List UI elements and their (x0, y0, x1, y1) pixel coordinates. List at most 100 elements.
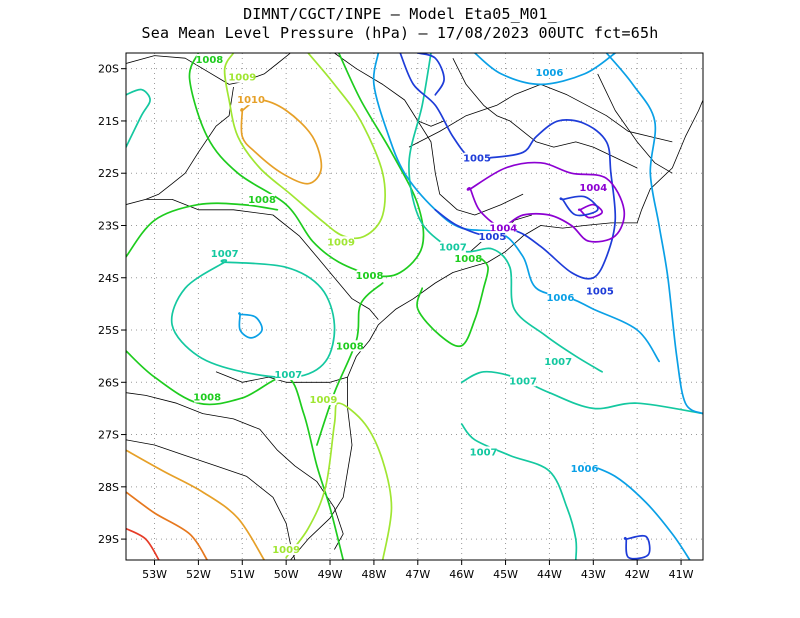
contour-label-background (275, 369, 302, 381)
x-tick-label: 45W (493, 568, 518, 581)
coastline-segment (126, 439, 296, 560)
contour-label-background (536, 66, 563, 78)
contour-label: 1006 (536, 68, 564, 79)
contour-label-background (439, 241, 466, 253)
gridlines (126, 53, 703, 560)
plot-frame (125, 52, 704, 561)
isobar-1008 (316, 282, 384, 446)
coastline-segment (145, 199, 379, 320)
contour-label-background (547, 292, 574, 304)
coastline-segment (126, 86, 234, 205)
isobar-1004 (466, 161, 626, 243)
isobar-1007 (126, 88, 151, 148)
contour-label-background (211, 247, 238, 259)
isobar-1006 (605, 53, 703, 415)
contour-label: 1008 (195, 55, 223, 66)
isobar-1007 (460, 370, 703, 415)
coastline-and-borders (126, 53, 703, 560)
y-tick-label: 28S (98, 481, 119, 494)
isobar-1007 (408, 53, 603, 373)
x-tick-label: 42W (625, 568, 650, 581)
contour-label-background (479, 231, 506, 243)
contour-label: 1006 (546, 293, 574, 304)
contour-label: 1005 (463, 154, 491, 165)
x-tick-label: 44W (537, 568, 562, 581)
isobar-1008 (188, 53, 425, 278)
coastline-segment (126, 392, 344, 550)
map-title-line-1: DIMNT/CGCT/INPE – Model Eta05_M01_ (243, 5, 557, 23)
contour-label: 1005 (586, 286, 614, 297)
contour-label-background (470, 446, 497, 458)
contour-label: 1009 (327, 237, 355, 248)
coastline-segment (597, 73, 673, 174)
coastline-segment (347, 209, 642, 378)
y-tick-label: 23S (98, 219, 119, 232)
isobar-1005 (399, 53, 617, 280)
x-tick-label: 51W (230, 568, 255, 581)
contour-label: 1007 (509, 376, 537, 387)
x-tick-label: 53W (142, 568, 167, 581)
coastline-segment (215, 371, 348, 383)
x-tick-label: 50W (274, 568, 299, 581)
isobar-1009 (285, 402, 393, 560)
y-tick-label: 25S (98, 324, 119, 337)
y-tick-label: 20S (98, 63, 119, 76)
isobar-contours (126, 53, 703, 560)
contour-label: 1006 (571, 464, 599, 475)
contour-label: 1008 (336, 341, 364, 352)
isobar-1012 (126, 527, 160, 560)
isobar-1005 (416, 53, 445, 96)
contour-label: 1008 (356, 271, 384, 282)
isobar-1009 (223, 53, 386, 240)
contour-label-background (455, 253, 482, 265)
x-tick-label: 47W (405, 568, 430, 581)
isobar-1006 (473, 53, 617, 86)
coastline-segment (334, 53, 524, 216)
contour-label-background (273, 544, 300, 556)
contour-label: 1007 (439, 243, 467, 254)
x-tick-label: 52W (186, 568, 211, 581)
isobar-1004 (577, 203, 603, 219)
contour-label: 1008 (193, 393, 221, 404)
contour-label-background (194, 391, 221, 403)
contour-label-background (229, 71, 256, 83)
contour-label-background (464, 152, 491, 164)
y-tick-label: 27S (98, 429, 119, 442)
contour-label-background (510, 375, 537, 387)
isobar-1006 (583, 462, 691, 560)
contour-label-background (310, 394, 337, 406)
contour-label: 1008 (248, 195, 276, 206)
x-tick-label: 49W (318, 568, 343, 581)
isobar-1010 (240, 99, 323, 185)
contour-labels: 1008100910101008100910071008100810071008… (193, 53, 614, 556)
y-tick-label: 22S (98, 167, 119, 180)
x-tick-label: 46W (449, 568, 474, 581)
contour-label-background (196, 53, 223, 65)
coastline-segment (641, 99, 703, 210)
isobar-1007 (460, 423, 578, 560)
map-title-line-2: Sea Mean Level Pressure (hPa) – 17/08/20… (141, 24, 659, 42)
x-tick-label: 43W (581, 568, 606, 581)
contour-label: 1004 (579, 183, 607, 194)
contour-label: 1009 (228, 73, 256, 84)
contour-label: 1007 (544, 357, 572, 368)
axis-ticks: 53W 52W 51W 50W 49W 48W 47W 46W 45W 44W 43W 42W 41W 2… (98, 63, 694, 581)
isobar-1005 (623, 534, 651, 560)
coastline-segment (417, 120, 445, 127)
y-tick-label: 24S (98, 272, 119, 285)
coastline-segment (408, 84, 673, 148)
contour-label: 1007 (274, 370, 302, 381)
coastline-segment (290, 377, 353, 560)
isobar-1006 (238, 312, 263, 339)
contour-label: 1008 (454, 254, 482, 265)
y-tick-label: 26S (98, 376, 119, 389)
isobar-1005 (559, 195, 599, 217)
contour-label: 1004 (489, 224, 517, 235)
coastline-segment (452, 58, 638, 169)
coastline-segment (126, 53, 291, 85)
contour-label: 1007 (211, 249, 239, 260)
contour-label-background (356, 269, 383, 281)
contour-label-background (571, 463, 598, 475)
